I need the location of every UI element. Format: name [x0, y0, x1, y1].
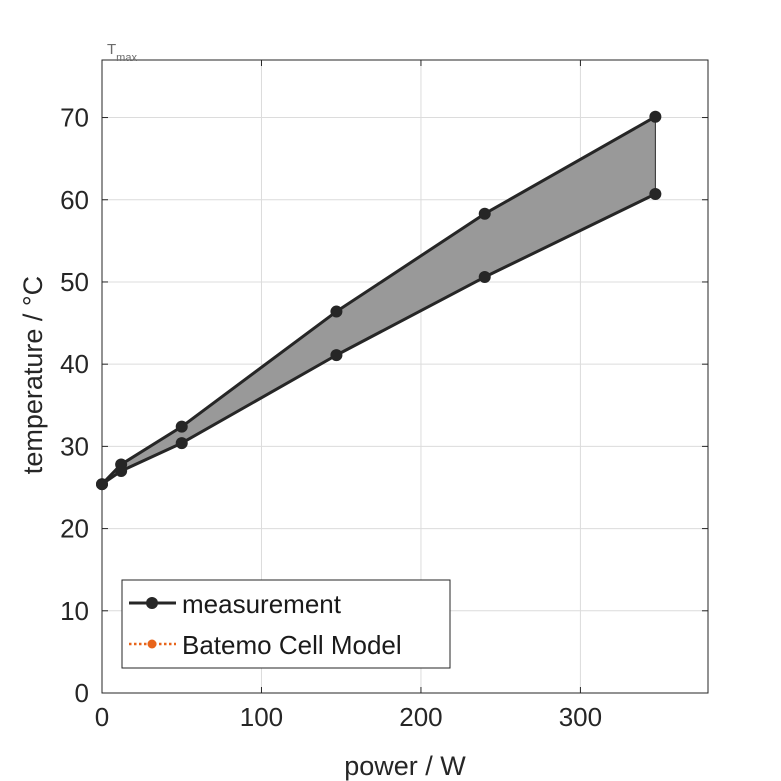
- measurement-upper-point: [649, 110, 662, 123]
- y-tick-label: 40: [60, 349, 89, 379]
- y-tick-label: 30: [60, 431, 89, 461]
- legend-entry-measurement: measurement: [129, 589, 342, 619]
- measurement-band-fill: [102, 116, 656, 485]
- legend-marker-measurement: [146, 597, 158, 609]
- x-tick-label: 0: [95, 702, 109, 732]
- measurement-lower-point: [115, 465, 128, 478]
- measurement-lower-point: [175, 437, 188, 450]
- measurement-lower-point: [330, 349, 343, 362]
- corner-label-main: T: [107, 41, 116, 58]
- y-tick-label: 70: [60, 103, 89, 133]
- measurement-upper-point: [478, 207, 491, 220]
- y-tick-label: 60: [60, 185, 89, 215]
- y-axis-label: temperature / °C: [18, 276, 48, 474]
- data-band: [102, 116, 656, 485]
- plot-frame: [101, 59, 709, 694]
- measurement-lower-point: [478, 271, 491, 284]
- y-tick-label: 20: [60, 514, 89, 544]
- y-tick-label: 10: [60, 596, 89, 626]
- corner-label-sub: max: [116, 52, 137, 64]
- y-tick-label: 50: [60, 267, 89, 297]
- x-tick-label: 300: [559, 702, 602, 732]
- legend-label-measurement: measurement: [182, 589, 342, 619]
- axis-ticks: [101, 60, 708, 694]
- legend-entry-batemo: Batemo Cell Model: [129, 630, 402, 660]
- y-tick-label: 0: [75, 678, 89, 708]
- series-points: [96, 110, 662, 491]
- measurement-upper-point: [175, 420, 188, 433]
- measurement-upper-point: [330, 305, 343, 318]
- x-tick-label: 200: [399, 702, 442, 732]
- legend-box: [121, 579, 451, 669]
- corner-label: Tmax: [107, 41, 137, 64]
- legend-marker-batemo: [147, 639, 157, 649]
- tick-labels: 0 100 200 300 0 10 20 30 40 50 60 70: [60, 103, 602, 732]
- x-axis-label: power / W: [344, 751, 466, 781]
- legend-label-batemo: Batemo Cell Model: [182, 630, 402, 660]
- legend: measurement Batemo Cell Model: [121, 579, 451, 669]
- measurement-lower-point: [649, 187, 662, 200]
- x-tick-label: 100: [240, 702, 283, 732]
